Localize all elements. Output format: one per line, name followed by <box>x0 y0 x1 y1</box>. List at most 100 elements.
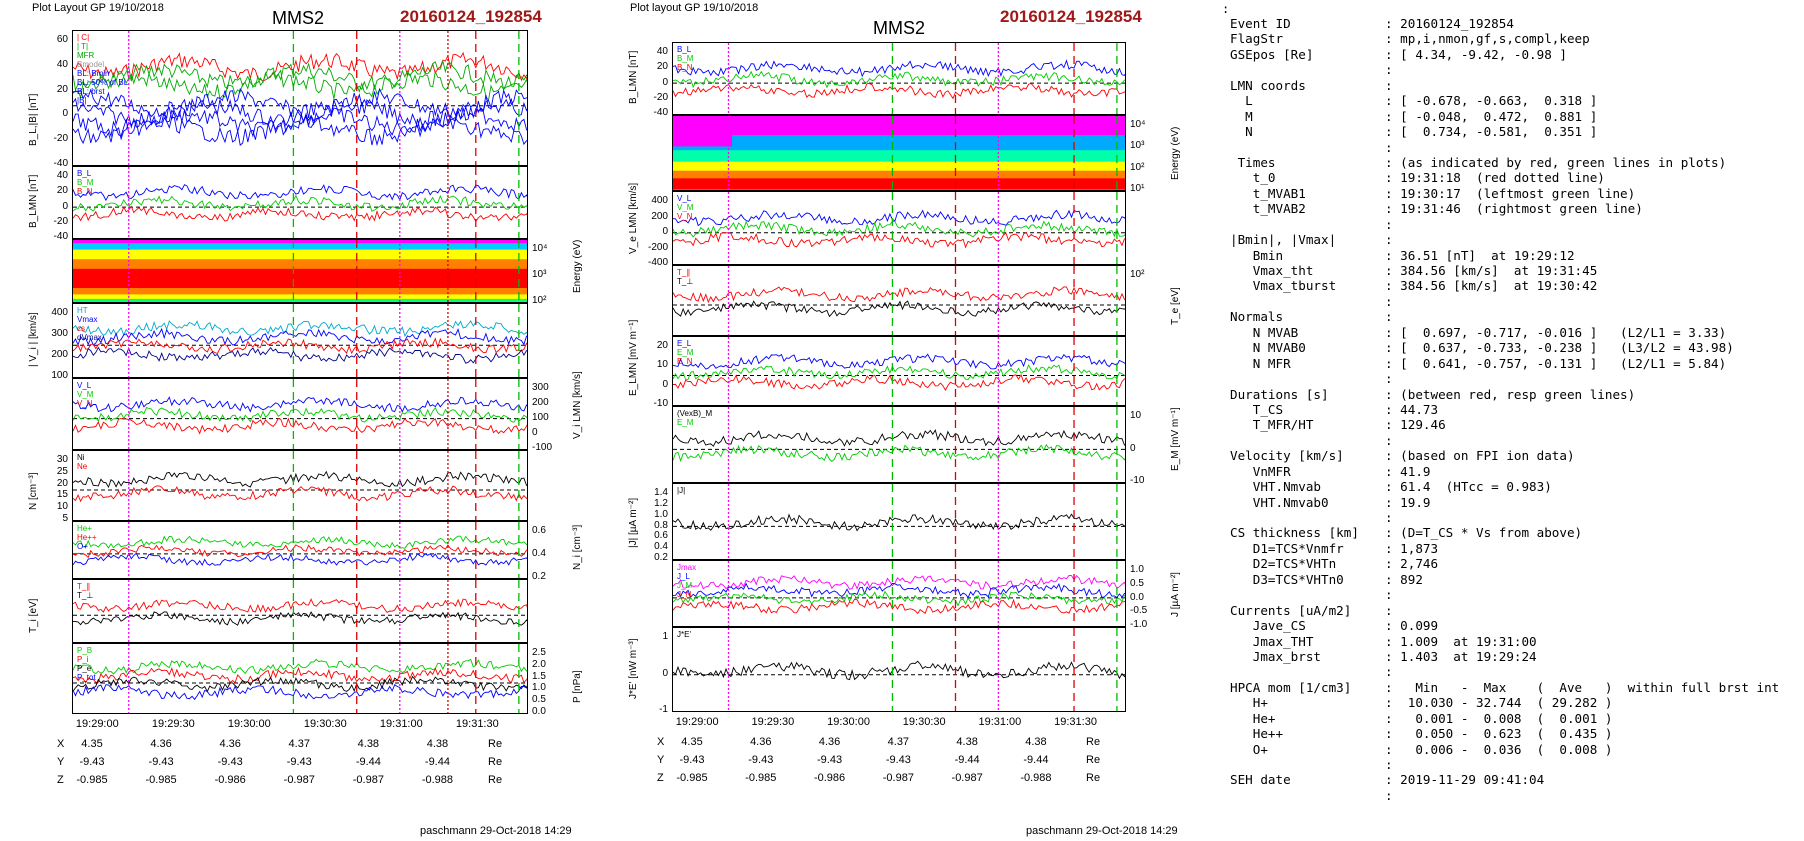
left-xtick-1: 19:29:30 <box>151 718 195 730</box>
info-value-46: : 0.050 - 0.623 ( 0.435 ) <box>1385 726 1613 742</box>
mid-spectrogram-magenta-patch <box>673 116 733 147</box>
left-coord-Y-1: -9.43 <box>148 756 174 768</box>
info-value-8: : <box>1385 139 1393 155</box>
left-legend-5-item-0: Ni <box>77 453 85 462</box>
mid-coord-Y-3: -9.43 <box>885 754 911 766</box>
mid-panel-8: J*E' <box>672 627 1126 712</box>
left-panel-3-trace-1 <box>73 327 527 347</box>
info-row-47: O+ : 0.006 - 0.036 ( 0.008 ) <box>1230 742 1790 757</box>
left-ytick-1-0: 40 <box>56 170 68 181</box>
left-panel-1-trace-1 <box>73 194 527 212</box>
left-ytick-5-4: 10 <box>56 501 68 513</box>
info-value-43: : Min - Max ( Ave ) within full brst int <box>1385 679 1780 695</box>
mid-ytickr-7-4: -1.0 <box>1130 619 1148 630</box>
left-legend-0-item-7: |B| <box>77 96 87 105</box>
info-row-19: Normals: <box>1230 309 1790 324</box>
info-value-27: : <box>1385 432 1393 448</box>
left-legend-0-item-3: Bmodel <box>77 60 105 69</box>
info-key-40: Jmax_THT <box>1230 633 1314 649</box>
mid-panel-7-trace-0 <box>673 574 1125 590</box>
left-ytickr-8-1: 2.0 <box>532 658 546 670</box>
mid-ytickr-1-1: 10³ <box>1130 140 1145 152</box>
left-ytickr-4-0: 300 <box>532 382 549 393</box>
left-legend-3-item-1: Vmax <box>77 315 98 324</box>
info-value-0: : 20160124_192854 <box>1385 16 1514 31</box>
mid-coord-Y-1: -9.43 <box>748 754 774 766</box>
left-legend-8-item-0: P_B <box>77 646 93 655</box>
left-legend-1-item-1: B_M <box>77 178 94 187</box>
info-key-25: T_CS <box>1230 401 1284 417</box>
left-panel-0-trace-2 <box>73 69 527 102</box>
left-panel-6-plot <box>73 522 527 578</box>
left-legend-8: P_B P_i P_e P_tot <box>77 646 96 682</box>
left-legend-0-item-6: BL: brst <box>77 87 105 96</box>
left-panel-0-trace-0 <box>73 51 527 82</box>
mid-ylabel-right-5: E_M [mV m⁻¹] <box>1170 407 1181 472</box>
info-row-23: : <box>1230 371 1790 386</box>
left-panel-5-plot <box>73 451 527 520</box>
mid-coord-Y-4: -9.44 <box>954 754 980 766</box>
info-value-2: : [ 4.34, -9.42, -0.98 ] <box>1385 46 1567 62</box>
info-value-47: : 0.006 - 0.036 ( 0.008 ) <box>1385 741 1613 757</box>
info-key-33: CS thickness [km] <box>1230 525 1359 541</box>
info-row-13: : <box>1230 217 1790 232</box>
mid-coord-X-0: 4.35 <box>681 736 703 748</box>
left-legend-5: Ni Ne <box>77 453 87 471</box>
mid-legend-0-item-1: B_M <box>677 54 694 63</box>
mid-legend-5-item-0: (VexB)_M <box>677 409 713 418</box>
info-value-7: : [ 0.734, -0.581, 0.351 ] <box>1385 124 1598 140</box>
left-ytick-0-1: 40 <box>56 58 68 70</box>
left-legend-6-item-1: He++ <box>77 533 97 542</box>
left-coord-X-0: 4.35 <box>81 738 103 750</box>
left-legend-3: HT Vmax cs dVmax <box>77 306 102 342</box>
left-legend-4: V_L V_M V_N <box>77 381 93 408</box>
info-key-29: VnMFR <box>1230 463 1291 479</box>
mid-panel-2-trace-2 <box>673 231 1125 249</box>
info-top-colon: : <box>1222 2 1230 16</box>
info-key-14: |Bmin|, |Vmax| <box>1230 232 1337 248</box>
mid-panel-0-trace-1 <box>673 70 1125 89</box>
info-value-12: : 19:31:46 (rightmost green line) <box>1385 201 1643 217</box>
left-legend-8-item-3: P_tot <box>77 673 96 682</box>
info-key-47: O+ <box>1230 741 1268 757</box>
info-key-35: D2=TCS*VHTn <box>1230 556 1337 572</box>
left-ytickr-6-1: 0.4 <box>532 548 546 559</box>
mid-panel-0-plot <box>673 43 1125 114</box>
left-legend-0-item-5: BL: 50% of BL <box>77 78 129 87</box>
left-plot-header: Plot Layout GP 19/10/2018 <box>32 2 164 14</box>
info-value-44: : 10.030 - 32.744 ( 29.282 ) <box>1385 695 1613 711</box>
left-xtick-3: 19:30:30 <box>303 718 347 730</box>
mid-spectrogram-band-1 <box>673 135 1125 151</box>
mid-ytick-0-2: 0 <box>662 76 668 88</box>
mid-panel-0-trace-0 <box>673 59 1125 78</box>
info-key-15: Bmin <box>1230 247 1284 263</box>
left-legend-3-item-3: dVmax <box>77 333 102 342</box>
info-key-6: M <box>1230 108 1253 124</box>
left-ylabel-5: N [cm⁻³] <box>28 472 39 511</box>
mid-legend-8-item-0: J*E' <box>677 630 691 639</box>
info-key-38: Currents [uA/m2] <box>1230 602 1352 618</box>
mid-ytick-0-1: 20 <box>656 61 668 73</box>
info-value-21: : [ 0.637, -0.733, -0.238 ] (L3/L2 = 43.… <box>1385 340 1734 356</box>
left-panel-0-plot <box>73 31 527 165</box>
mid-ytick-4-0: 20 <box>656 340 668 351</box>
left-panel-0: | C| | T| MFR Bmodel BL: Bmin BL: 50% of BL BL… <box>72 30 528 166</box>
left-panel-2 <box>72 239 528 303</box>
info-value-39: : 0.099 <box>1385 618 1439 634</box>
mid-panel-0: B_L B_M B_N <box>672 42 1126 115</box>
info-row-12: t_MVAB2: 19:31:46 (rightmost green line) <box>1230 201 1790 216</box>
mid-coord-X-3: 4.37 <box>887 736 910 748</box>
left-legend-1-item-2: B_N <box>77 187 93 196</box>
left-legend-3-item-0: HT <box>77 306 88 315</box>
mid-legend-5-item-1: E_M <box>677 418 694 427</box>
left-panel-7: T_∥ T_⊥ <box>72 579 528 643</box>
left-legend-4-item-0: V_L <box>77 381 92 390</box>
left-legend-1-item-0: B_L <box>77 169 92 178</box>
left-coord-Z-2: -0.986 <box>214 774 246 786</box>
mid-panel-7-trace-3 <box>673 598 1125 615</box>
info-row-39: Jave_CS: 0.099 <box>1230 618 1790 633</box>
info-row-34: D1=TCS*Vnmfr: 1,873 <box>1230 541 1790 556</box>
info-value-42: : <box>1385 664 1393 680</box>
left-ytickr-2-2: 10² <box>532 295 547 306</box>
mid-xtick-0: 19:29:00 <box>675 716 719 728</box>
